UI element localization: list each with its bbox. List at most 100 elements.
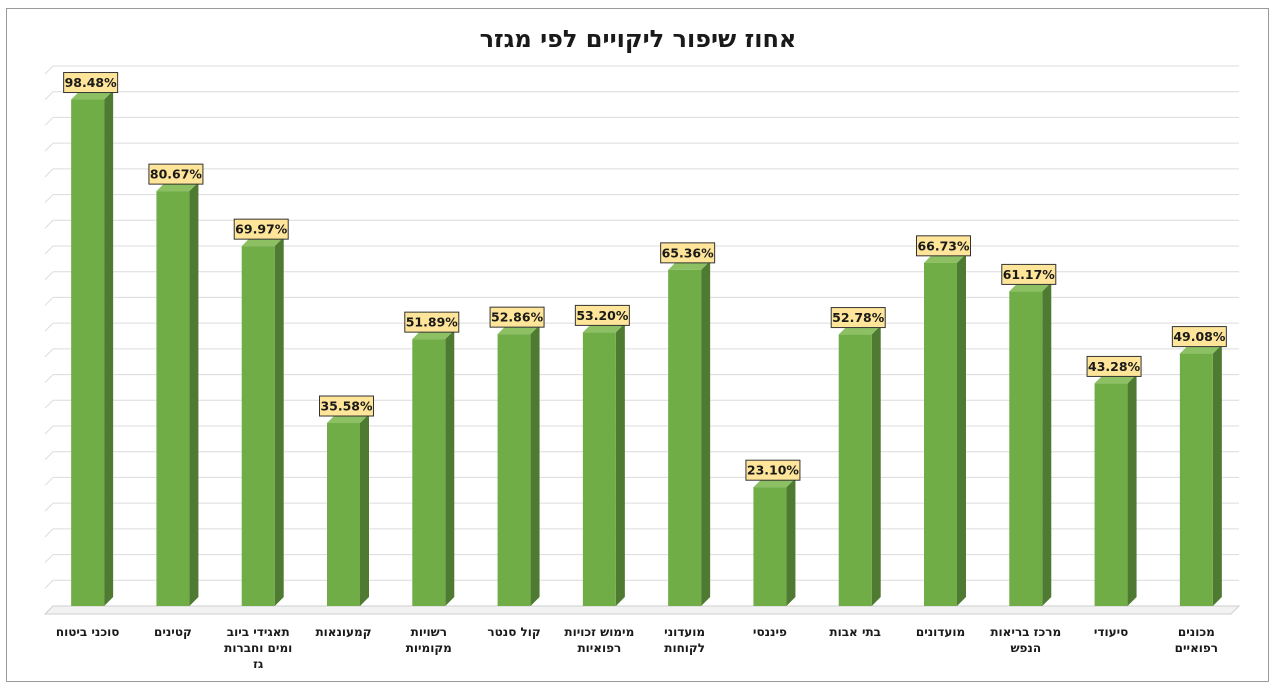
bar xyxy=(241,237,284,606)
bar-side xyxy=(104,90,114,606)
gridline-depth xyxy=(44,65,54,75)
bar-side xyxy=(615,323,625,606)
bar-front xyxy=(582,332,616,606)
bar xyxy=(71,90,114,606)
data-label-box xyxy=(233,218,289,240)
data-label-box xyxy=(63,72,119,94)
gridline-depth xyxy=(44,374,54,383)
data-label-text: 52.78% xyxy=(832,310,885,325)
data-label-text: 23.10% xyxy=(747,463,800,478)
category-label: ומים וחברות xyxy=(224,641,292,655)
bar-side xyxy=(1042,282,1052,606)
bar-front xyxy=(924,262,957,606)
bar-chart: אחוז שיפור ליקויים לפי מגזר 98.48% 80.67%… xyxy=(43,25,1241,671)
category-label: סיעודי xyxy=(1094,625,1128,639)
bar xyxy=(838,325,881,606)
chart-floor xyxy=(43,605,1241,615)
data-label-text: 61.17% xyxy=(1003,267,1056,282)
category-label: מועדונים xyxy=(916,625,965,639)
bar-front xyxy=(497,334,531,606)
bar xyxy=(582,323,625,606)
bar-front xyxy=(1179,353,1213,606)
bars xyxy=(71,90,1222,606)
category-label: קטינים xyxy=(154,625,192,639)
category-label: גז xyxy=(253,657,264,671)
bar xyxy=(924,253,966,606)
data-label-text: 69.97% xyxy=(235,222,288,237)
gridline-depth xyxy=(44,117,54,126)
data-label-box xyxy=(830,307,886,329)
data-label: 51.89% xyxy=(404,311,460,333)
data-label-box xyxy=(404,311,460,333)
gridline-depth xyxy=(44,477,54,486)
data-label-text: 53.20% xyxy=(576,308,629,323)
data-label: 52.86% xyxy=(489,306,545,328)
data-label-text: 43.28% xyxy=(1088,359,1141,374)
bar-side xyxy=(1127,374,1137,606)
data-label-box xyxy=(745,459,801,481)
data-label-text: 98.48% xyxy=(65,75,118,90)
data-label: 61.17% xyxy=(1001,263,1057,285)
category-label: הנפש xyxy=(1010,641,1041,655)
bar xyxy=(753,478,796,606)
gridline-depth xyxy=(44,554,54,563)
data-label-text: 51.89% xyxy=(406,315,459,330)
bar xyxy=(412,330,455,606)
data-label-box xyxy=(1001,263,1057,285)
bar-front xyxy=(838,334,872,606)
data-label: 69.97% xyxy=(233,218,289,240)
bar-front xyxy=(1009,291,1043,606)
gridline-depth xyxy=(44,271,54,281)
data-label: 66.73% xyxy=(916,235,971,257)
bar-side xyxy=(530,325,540,606)
data-label: 98.48% xyxy=(63,72,119,94)
gridline-depth xyxy=(44,142,54,152)
data-label: 53.20% xyxy=(574,304,630,326)
bar xyxy=(497,325,540,606)
category-label: קמעונאות xyxy=(315,625,371,639)
bar-side xyxy=(786,478,796,606)
data-labels: 98.48% 80.67% 69.97% 35.58% 51.89% 52.86% 53.2… xyxy=(63,72,1227,481)
data-label-text: 52.86% xyxy=(491,310,544,325)
category-label: מימוש זכויות xyxy=(564,625,634,639)
gridline-depth xyxy=(44,528,54,538)
gridlines xyxy=(43,65,1241,615)
bar-side xyxy=(274,237,284,606)
bar-front xyxy=(71,99,105,606)
gridline-depth xyxy=(44,399,54,409)
data-label: 52.78% xyxy=(830,307,886,329)
gridline-depth xyxy=(44,297,54,306)
data-label-box xyxy=(1171,326,1227,348)
bar xyxy=(1009,282,1052,606)
gridline-depth xyxy=(44,168,54,178)
bar-side xyxy=(189,182,199,606)
data-label-box xyxy=(1086,355,1142,377)
data-label-box xyxy=(319,395,374,417)
gridline-depth xyxy=(44,348,54,358)
bar-front xyxy=(412,339,446,606)
gridline-depth xyxy=(44,502,54,512)
chart-title: אחוז שיפור ליקויים לפי מגזר xyxy=(480,25,797,53)
data-label-text: 49.08% xyxy=(1173,329,1226,344)
category-label: בתי אבות xyxy=(829,625,881,639)
chart-frame: אחוז שיפור ליקויים לפי מגזר 98.48% 80.67%… xyxy=(6,8,1269,682)
bar-side xyxy=(957,253,966,606)
bar-side xyxy=(360,414,369,606)
gridline-depth xyxy=(44,245,54,255)
gridline-depth xyxy=(44,451,54,461)
bar-side xyxy=(871,325,881,606)
bar-front xyxy=(668,269,702,606)
bar xyxy=(668,260,711,606)
category-label: קול סנטר xyxy=(487,625,540,639)
gridline-depth xyxy=(44,219,54,229)
category-label: לקוחות xyxy=(664,641,705,655)
bar-front xyxy=(156,191,190,606)
data-label-box xyxy=(660,242,716,264)
category-label: סוכני ביטוח xyxy=(56,625,120,639)
data-label-box xyxy=(916,235,971,257)
bar-side xyxy=(1212,344,1222,606)
category-label: מקומיות xyxy=(406,641,452,655)
bar-front xyxy=(753,487,787,606)
data-label-text: 66.73% xyxy=(917,238,970,253)
bar xyxy=(156,182,199,606)
